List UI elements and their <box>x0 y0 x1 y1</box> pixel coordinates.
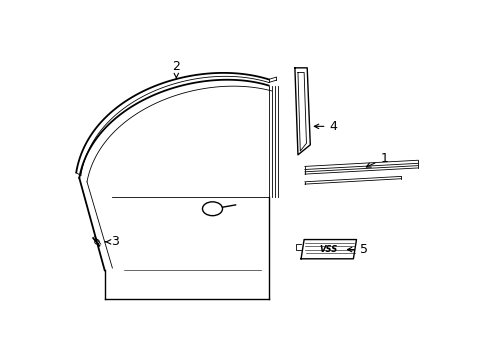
Text: VSS: VSS <box>319 245 337 254</box>
Text: 1: 1 <box>366 152 387 167</box>
Text: 5: 5 <box>346 243 367 256</box>
Text: 3: 3 <box>105 235 119 248</box>
Text: 4: 4 <box>314 120 337 133</box>
Text: 2: 2 <box>172 60 180 78</box>
